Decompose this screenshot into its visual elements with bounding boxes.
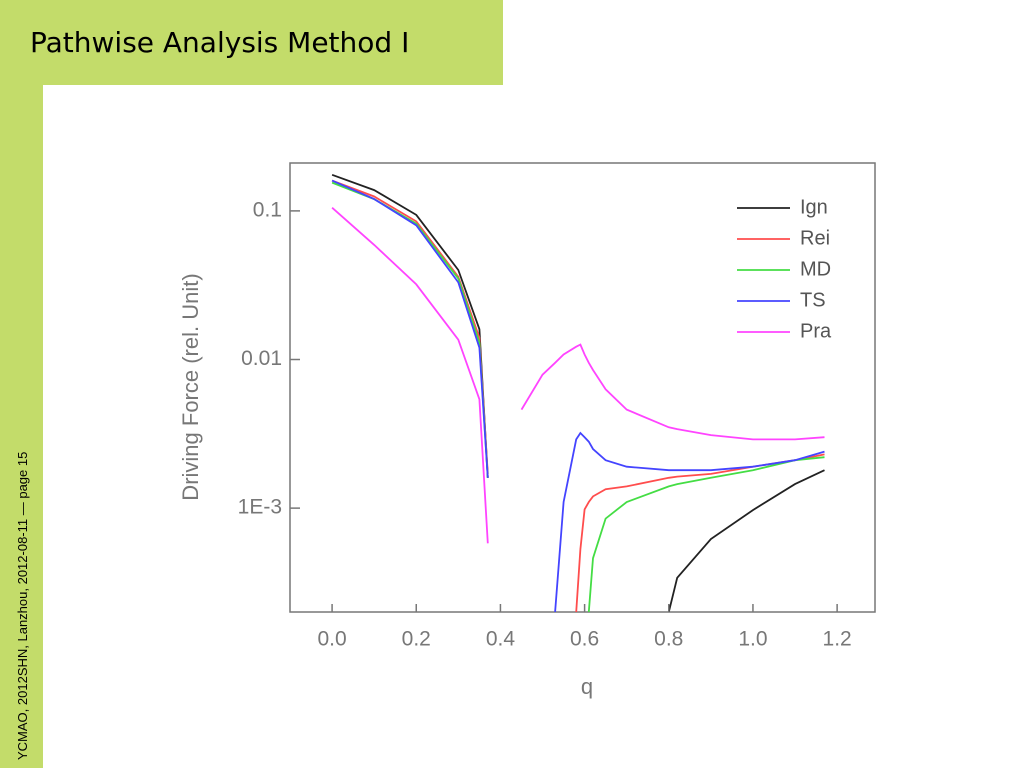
series-line [331, 181, 825, 612]
slide-footer: YCMAO, 2012SHN, Lanzhou, 2012-08-11 — pa… [15, 452, 30, 760]
plot-area [331, 173, 825, 612]
title-bar [0, 0, 503, 85]
series-line [331, 207, 825, 544]
x-axis-label: q [581, 674, 593, 699]
plot-frame [289, 162, 876, 613]
x-tick-label: 0.2 [402, 628, 431, 651]
legend-label: Rei [800, 227, 830, 249]
y-tick-label: 0.1 [253, 198, 282, 221]
y-axis-label: Driving Force (rel. Unit) [178, 273, 203, 500]
side-bar [0, 85, 43, 768]
x-tick-label: 0.8 [654, 628, 683, 651]
x-tick-label: 0.6 [570, 628, 599, 651]
slide-title: Pathwise Analysis Method Ⅰ [30, 26, 409, 59]
legend-label: Ign [800, 196, 828, 218]
y-tick-label: 0.01 [241, 347, 282, 370]
series-line [331, 179, 825, 612]
x-tick-label: 1.2 [823, 628, 852, 651]
series-line [331, 179, 825, 612]
legend-label: MD [800, 258, 831, 280]
y-tick-label: 1E-3 [238, 496, 282, 519]
series-line [331, 173, 825, 612]
legend-label: TS [800, 289, 826, 311]
x-tick-label: 0.0 [317, 628, 346, 651]
x-tick-label: 0.4 [486, 628, 516, 651]
x-tick-label: 1.0 [738, 628, 767, 651]
legend-label: Pra [800, 320, 832, 342]
